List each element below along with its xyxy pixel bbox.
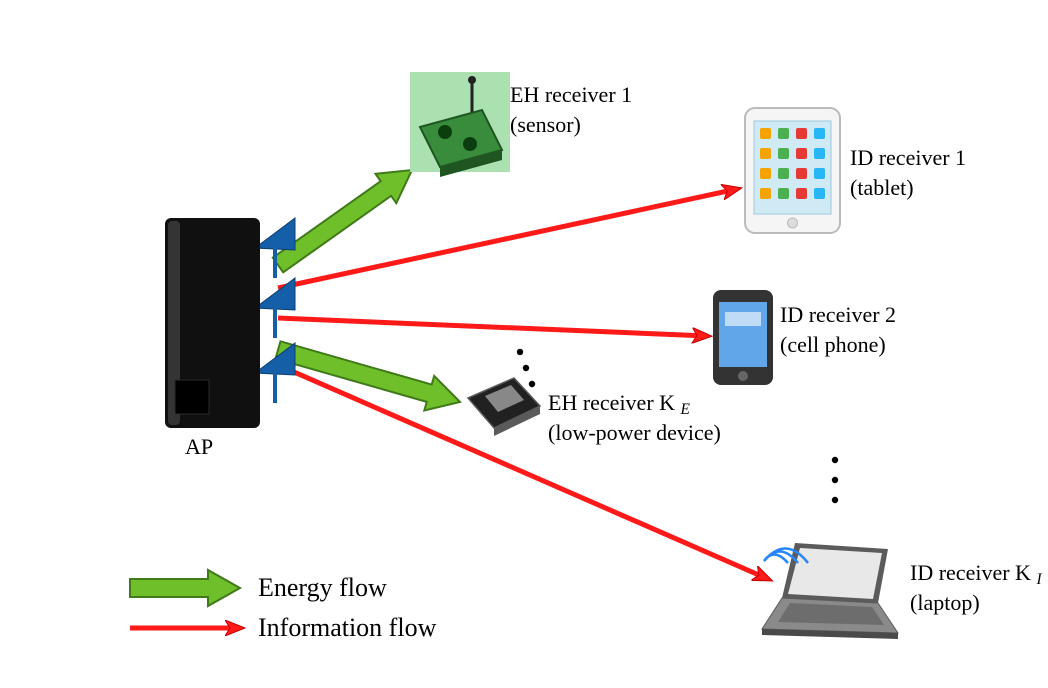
svg-text:(sensor): (sensor) [510,112,581,137]
diagram-canvas: AP EH receiver 1 (sensor) ID receiver 1 (tab… [0,0,1048,683]
ellipsis-dot [523,365,529,371]
svg-text:EH receiver 1: EH receiver 1 [510,82,632,107]
svg-text:ID receiver 1: ID receiver 1 [850,145,966,170]
tablet-label: ID receiver 1 (tablet) [850,145,966,200]
info-arrow [278,318,707,336]
ellipsis-dot [529,381,535,387]
sensor-label: EH receiver 1 (sensor) [510,82,632,137]
ap-label: AP [185,434,213,459]
laptop-icon [762,543,898,639]
chip-icon [468,378,540,436]
phone-icon [713,290,773,385]
legend-info-label: Information flow [258,613,437,642]
svg-text:ID receiver 2: ID receiver 2 [780,302,896,327]
info-arrow [278,189,737,288]
ellipsis-dot [517,349,523,355]
svg-text:ID receiver K I: ID receiver K I [910,560,1042,588]
sensor-icon [410,72,510,177]
energy-arrow [130,570,240,606]
laptop-label: ID receiver K I(laptop) [910,560,1042,615]
ap-icon [165,218,295,428]
ellipsis-dot [832,457,838,463]
tablet-icon [745,108,840,233]
svg-text:(tablet): (tablet) [850,175,914,200]
svg-text:(cell phone): (cell phone) [780,332,886,357]
svg-text:(laptop): (laptop) [910,590,980,615]
diagram-svg: AP EH receiver 1 (sensor) ID receiver 1 (tab… [0,0,1048,683]
svg-text:AP: AP [185,434,213,459]
legend-energy-label: Energy flow [258,573,387,602]
chip-label: EH receiver K E(low-power device) [548,390,721,445]
ellipsis-dot [832,477,838,483]
svg-text:(low-power device): (low-power device) [548,420,721,445]
phone-label: ID receiver 2 (cell phone) [780,302,896,357]
svg-text:EH receiver K E: EH receiver K E [548,390,691,418]
ellipsis-dot [832,497,838,503]
